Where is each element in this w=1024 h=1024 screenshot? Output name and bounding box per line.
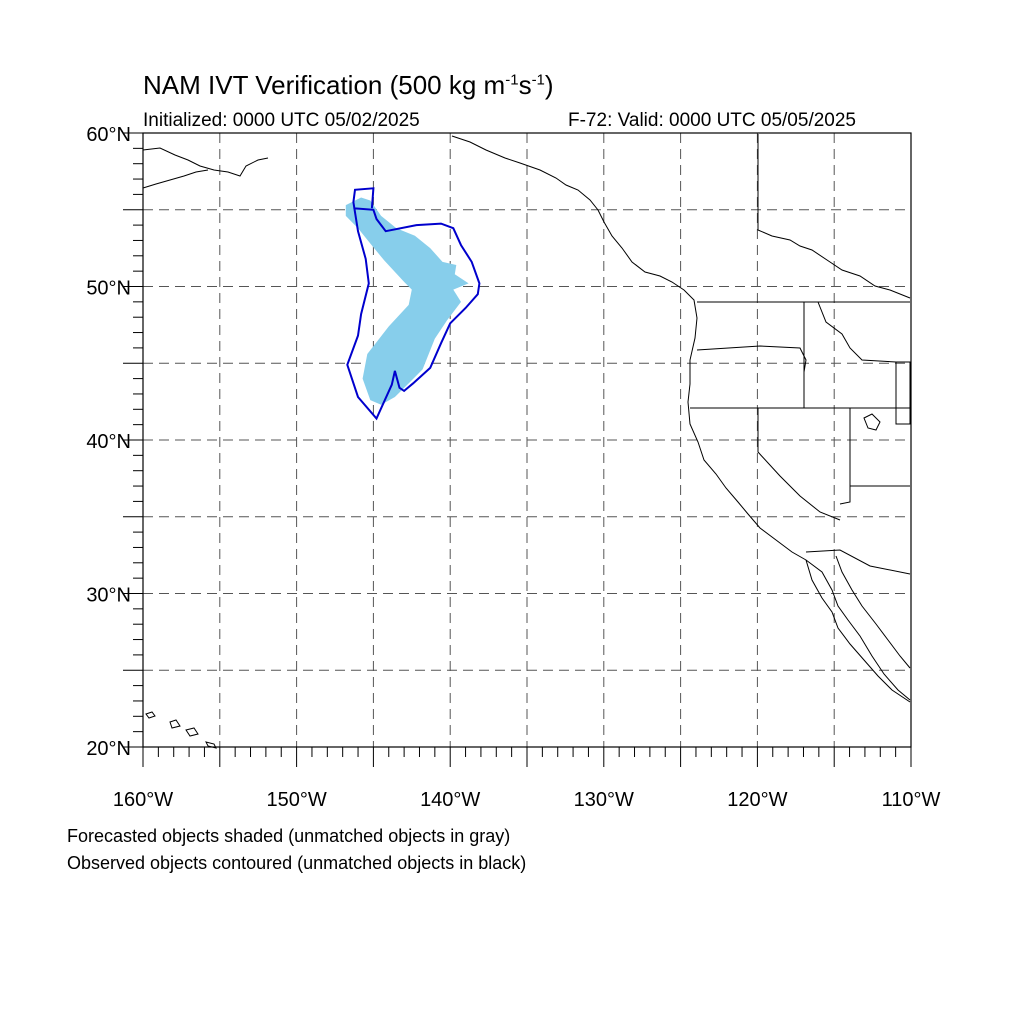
- forecast-note: Forecasted objects shaded (unmatched obj…: [67, 826, 511, 846]
- border-ca-nv: [757, 408, 841, 521]
- observed-objects: [346, 187, 481, 421]
- forecast-objects: [345, 197, 469, 405]
- border-wa-or: [696, 345, 807, 373]
- coastline-hawaii: [145, 711, 217, 749]
- coastline-alaska-west: [142, 147, 269, 177]
- border-idaho-mt: [817, 301, 897, 363]
- coastline-north-america: [451, 135, 911, 701]
- lat-label: 60°N: [86, 124, 131, 146]
- coastlines: [142, 134, 911, 749]
- initialized-time: Initialized: 0000 UTC 05/02/2025: [143, 110, 420, 131]
- border-us-mexico: [805, 549, 911, 575]
- lon-label: 160°W: [113, 789, 173, 811]
- valid-time: F-72: Valid: 0000 UTC 05/05/2025: [568, 110, 856, 131]
- lon-label: 140°W: [420, 789, 480, 811]
- border-wy: [895, 361, 911, 425]
- map-frame: [123, 132, 912, 767]
- lat-label: 50°N: [86, 278, 131, 300]
- coastline-great-salt-lake: [863, 413, 881, 431]
- graticule: [143, 133, 911, 747]
- lon-label: 120°W: [727, 789, 787, 811]
- lon-label: 150°W: [266, 789, 326, 811]
- border-canada-alaska: [757, 134, 911, 299]
- lon-label: 130°W: [574, 789, 634, 811]
- lon-label: 110°W: [882, 789, 941, 811]
- lat-label: 30°N: [86, 585, 131, 607]
- border-nv-ut: [839, 408, 851, 505]
- lat-label: 40°N: [86, 431, 131, 453]
- map-title: NAM IVT Verification (500 kg m-1s-1): [143, 70, 554, 100]
- observed-note: Observed objects contoured (unmatched ob…: [67, 853, 527, 873]
- coastline-baja-gulf: [835, 555, 911, 669]
- lat-label: 20°N: [86, 738, 131, 760]
- coastline-baja-west: [805, 559, 911, 703]
- observed-ivt-contour: [346, 187, 481, 421]
- axis-labels: 60°N 50°N 40°N 30°N 20°N 160°W 150°W 140°W 130°W…: [86, 124, 940, 811]
- forecast-ivt-object: [345, 197, 469, 405]
- coastline-alaska-peninsula: [142, 169, 209, 189]
